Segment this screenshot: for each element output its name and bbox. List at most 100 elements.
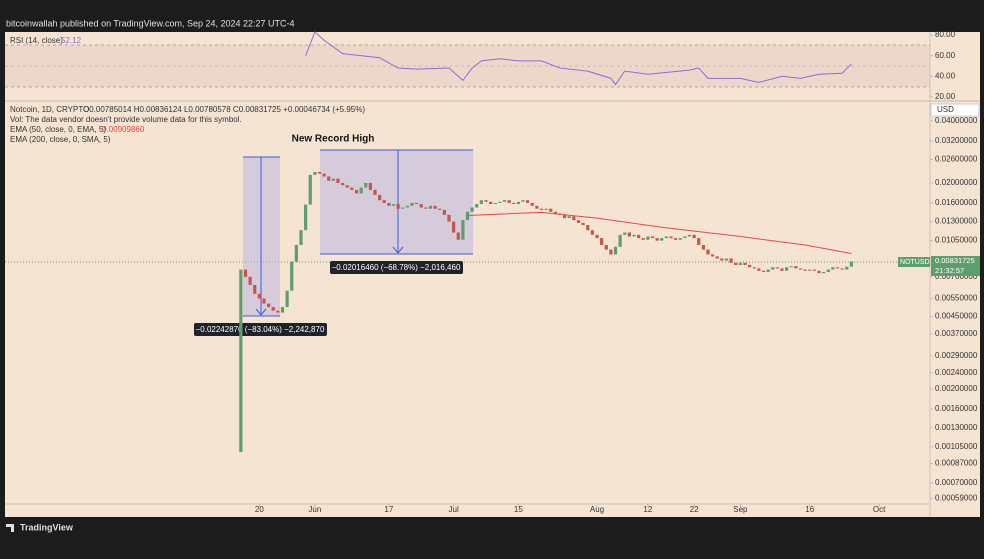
candle-body	[465, 211, 470, 221]
x-tick-label: 22	[690, 505, 699, 514]
candle-body	[692, 234, 696, 239]
candle-body	[563, 214, 567, 219]
candle-body	[775, 267, 779, 269]
candle-body	[678, 238, 682, 240]
candle-body	[706, 249, 710, 255]
ohlc: O0.00785014 H0.00836124 L0.00780578 C0.0…	[83, 105, 365, 114]
currency-box[interactable]	[930, 103, 980, 117]
candle-body	[632, 234, 636, 237]
y-tick-label: 0.00240000	[935, 368, 978, 377]
candle-body	[373, 189, 377, 195]
candle-body	[253, 284, 257, 294]
candle-body	[313, 172, 317, 175]
currency: USD	[937, 105, 954, 114]
y-tick-label: 0.00087000	[935, 459, 978, 468]
candle-body	[484, 200, 488, 202]
candle-body	[415, 202, 419, 205]
y-tick-label: 0.01600000	[935, 198, 978, 207]
candle-body	[637, 234, 641, 239]
y-tick-label: 0.00290000	[935, 351, 978, 360]
candle-body	[271, 307, 275, 311]
candle-body	[674, 238, 678, 240]
candle-body	[424, 207, 428, 209]
y-tick-label: 0.02000000	[935, 178, 978, 187]
candle-body	[623, 232, 627, 235]
ema50-value: 0.00909860	[102, 125, 145, 134]
symbol-title: Notcoin, 1D, CRYPTO	[10, 105, 89, 114]
candle-body	[785, 267, 789, 271]
candle-body	[479, 200, 483, 205]
candle-body	[336, 178, 340, 183]
candle-body	[641, 238, 645, 240]
candle-body	[798, 268, 803, 270]
candle-body	[322, 173, 326, 177]
candle-body	[812, 269, 816, 271]
candle-body	[715, 256, 719, 259]
candle-body	[595, 234, 599, 239]
candle-body	[243, 269, 248, 277]
candle-body	[382, 200, 386, 203]
ema50-label: EMA (50, close, 0, EMA, 5)	[10, 125, 106, 134]
y-tick-label: 0.00450000	[935, 312, 978, 321]
symbol-label: NOTUSD	[900, 259, 930, 266]
candle-body	[650, 236, 655, 239]
candle-body	[489, 201, 493, 205]
candle-body	[752, 267, 756, 269]
candle-body	[257, 293, 261, 299]
candle-body	[539, 208, 544, 210]
candle-body	[493, 202, 497, 205]
candle-body	[655, 238, 659, 241]
y-tick-label: 0.04000000	[935, 116, 978, 125]
candle-body	[461, 220, 465, 240]
measure-label-bg	[330, 261, 463, 274]
candle-body	[840, 268, 844, 270]
series-line	[305, 31, 852, 86]
candle-body	[530, 202, 534, 206]
candle-body	[299, 230, 303, 246]
candle-body	[516, 201, 520, 205]
candle-body	[600, 238, 604, 246]
candle-body	[831, 267, 835, 270]
candle-body	[535, 205, 539, 209]
candle-body	[428, 205, 433, 209]
x-tick-label: Jul	[449, 505, 459, 514]
x-tick-label: 16	[805, 505, 814, 514]
candle-body	[687, 234, 692, 237]
candle-body	[576, 220, 581, 223]
x-tick-label: Jun	[308, 505, 321, 514]
candle-body	[267, 303, 271, 308]
candle-body	[294, 245, 298, 262]
x-tick-label: 12	[643, 505, 652, 514]
rsi-title: RSI (14, close)	[10, 36, 63, 45]
candle-body	[419, 204, 423, 208]
candle-body	[396, 204, 400, 209]
candle-body	[613, 246, 618, 255]
candle-body	[521, 200, 525, 202]
candle-body	[470, 207, 474, 212]
candle-body	[734, 262, 738, 265]
ema200-label: EMA (200, close, 0, SMA, 5)	[10, 135, 111, 144]
y-tick-label: 0.00370000	[935, 329, 978, 338]
y-tick-label: 0.00160000	[935, 404, 978, 413]
candle-body	[359, 187, 363, 194]
y-tick-label: 40.00	[935, 71, 956, 80]
candle-body	[766, 269, 770, 272]
candle-body	[280, 307, 285, 313]
candle-body	[262, 298, 266, 304]
candle-body	[456, 232, 460, 240]
candle-body	[285, 290, 289, 308]
rsi-value: 52.12	[61, 36, 82, 45]
candle-body	[669, 236, 673, 239]
y-tick-label: 60.00	[935, 51, 956, 60]
candle-body	[410, 202, 414, 206]
candle-body	[447, 214, 451, 222]
candle-body	[835, 267, 840, 269]
y-tick-label: 0.02600000	[935, 155, 978, 164]
candle-body	[401, 207, 405, 209]
y-tick-label: 0.00105000	[935, 442, 978, 451]
chart-area	[5, 32, 980, 517]
candle-body	[507, 200, 511, 203]
candle-body	[757, 268, 761, 271]
candle-body	[512, 202, 516, 205]
